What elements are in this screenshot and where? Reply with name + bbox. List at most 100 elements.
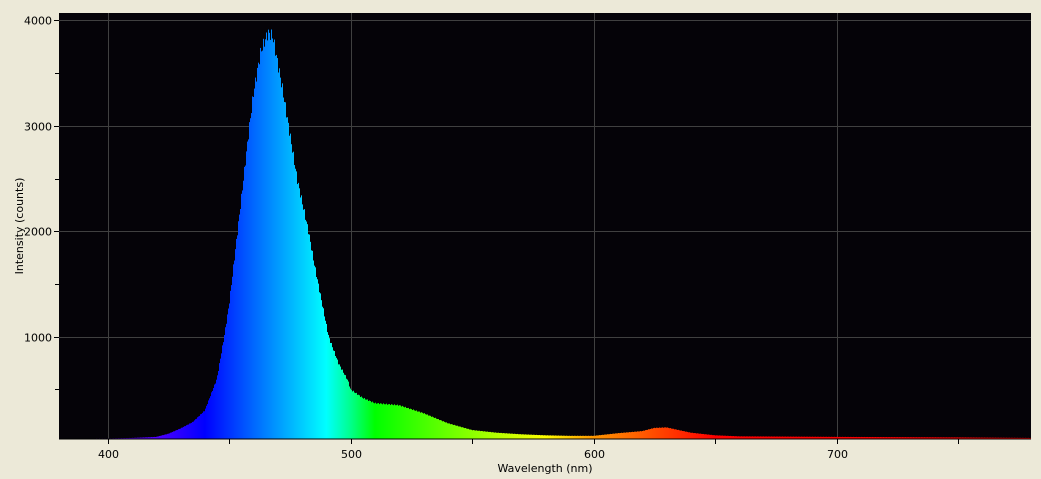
spectrum-bar xyxy=(731,436,732,439)
spectrum-bar xyxy=(861,436,862,439)
spectrum-bar xyxy=(469,429,470,439)
spectrum-bar xyxy=(679,430,680,439)
spectrum-bar xyxy=(846,437,847,439)
spectrum-bar xyxy=(894,437,895,439)
spectrum-bar xyxy=(933,437,934,439)
spectrum-bar xyxy=(809,436,810,439)
spectrum-bar xyxy=(1020,437,1021,439)
spectrum-bar xyxy=(409,409,410,439)
spectrum-bar xyxy=(531,434,532,439)
spectrum-bar xyxy=(215,383,216,439)
spectrum-bar xyxy=(383,403,384,439)
spectrum-bar xyxy=(892,437,893,439)
spectrum-bar xyxy=(548,435,549,439)
spectrum-bar xyxy=(488,431,489,439)
spectrum-bar xyxy=(534,434,535,439)
spectrum-bar xyxy=(444,421,445,439)
spectrum-bar xyxy=(335,356,336,439)
spectrum-bar xyxy=(782,436,783,439)
spectrum-bar xyxy=(816,436,817,439)
spectrum-bar xyxy=(448,423,449,439)
spectrum-bar xyxy=(720,435,721,439)
spectrum-bar xyxy=(156,436,157,439)
spectrum-bar xyxy=(948,437,949,439)
spectrum-bar xyxy=(713,435,714,439)
spectrum-bar xyxy=(945,437,946,439)
spectrum-bar xyxy=(976,437,977,439)
spectrum-bar xyxy=(572,435,573,439)
spectrum-bar xyxy=(517,433,518,439)
spectrum-bar xyxy=(901,437,902,439)
spectrum-bar xyxy=(740,436,741,439)
spectrum-bar xyxy=(302,204,303,439)
spectrum-bar xyxy=(650,429,651,439)
spectrum-bar xyxy=(996,437,997,439)
spectrum-bar xyxy=(487,431,488,439)
spectrum-bar xyxy=(521,434,522,439)
spectrum-bar xyxy=(471,429,472,439)
spectrum-bar xyxy=(701,433,702,439)
spectrum-bar xyxy=(633,431,634,439)
spectrum-bar xyxy=(928,437,929,439)
spectrum-bar xyxy=(736,436,737,439)
spectrum-bar xyxy=(257,67,258,439)
spectrum-bar xyxy=(723,435,724,439)
spectrum-bar xyxy=(559,435,560,439)
spectrum-bar xyxy=(382,404,383,439)
spectrum-bar xyxy=(640,431,641,439)
spectrum-bar xyxy=(685,431,686,439)
spectrum-bar xyxy=(236,238,237,439)
spectrum-bar xyxy=(166,434,167,439)
spectrum-bar xyxy=(836,436,837,439)
spectrum-bar xyxy=(466,428,467,439)
spectrum-bar xyxy=(915,437,916,439)
spectrum-bar xyxy=(312,250,313,439)
spectrum-bar xyxy=(267,40,268,439)
spectrum-bar xyxy=(711,434,712,439)
spectrum-bar xyxy=(687,431,688,439)
spectrum-bar xyxy=(398,405,399,439)
spectrum-bar xyxy=(834,436,835,439)
spectrum-bar xyxy=(672,428,673,439)
spectrum-bar xyxy=(344,374,345,439)
spectrum-bar xyxy=(299,188,300,439)
spectrum-bar xyxy=(522,434,523,439)
spectrum-bar xyxy=(843,436,844,439)
spectrum-bar xyxy=(413,409,414,439)
spectrum-bar xyxy=(159,435,160,439)
spectrum-bar xyxy=(597,435,598,439)
spectrum-bar xyxy=(871,437,872,439)
spectrum-bar xyxy=(968,437,969,439)
spectrum-bar xyxy=(359,395,360,439)
spectrum-bar xyxy=(680,430,681,439)
spectrum-bar xyxy=(377,403,378,439)
spectrum-bar xyxy=(416,410,417,439)
spectrum-bar xyxy=(824,436,825,439)
y-axis-label: Intensity (counts) xyxy=(13,178,26,275)
spectrum-bar xyxy=(880,437,881,439)
spectrum-bar xyxy=(630,432,631,439)
spectrum-bar xyxy=(878,437,879,439)
spectrum-bar xyxy=(545,435,546,439)
spectrum-bar xyxy=(1023,437,1024,439)
spectrum-bar xyxy=(1026,437,1027,439)
spectrum-bar xyxy=(601,434,602,439)
spectrum-bar xyxy=(520,434,521,439)
spectrum-bar xyxy=(160,435,161,439)
spectrum-bar xyxy=(154,436,155,439)
spectrum-bar xyxy=(784,436,785,439)
spectrum-bar xyxy=(999,437,1000,439)
spectrum-bar xyxy=(552,435,553,439)
spectrum-bar xyxy=(941,437,942,439)
spectrum-bar xyxy=(182,427,183,439)
x-tick-label: 600 xyxy=(584,448,605,461)
spectrum-bar xyxy=(670,428,671,439)
spectrum-bar xyxy=(202,412,203,439)
spectrum-bar xyxy=(911,437,912,439)
spectrum-bar xyxy=(623,432,624,439)
spectrum-bar xyxy=(443,421,444,439)
spectrum-bar xyxy=(484,431,485,439)
spectrum-bar xyxy=(214,384,215,439)
spectrum-bar xyxy=(760,436,761,439)
spectrum-bar xyxy=(620,433,621,439)
